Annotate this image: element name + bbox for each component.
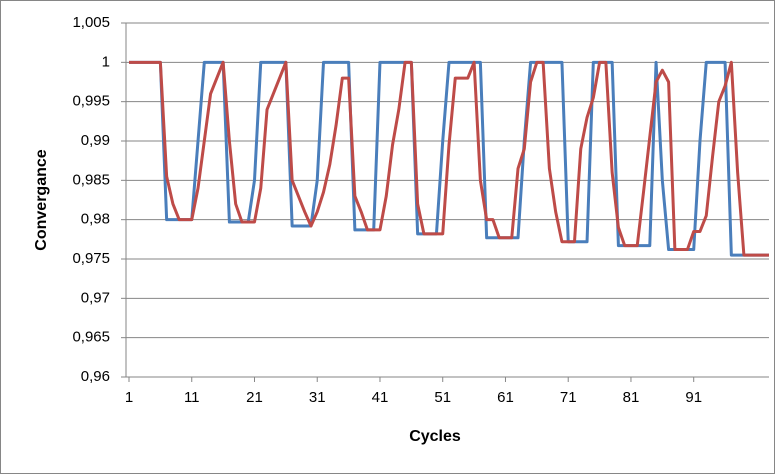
y-tick-label: 0,97 (81, 289, 110, 306)
x-tick-label: 11 (184, 389, 200, 406)
series-line (129, 60, 769, 257)
x-tick-label: 91 (685, 389, 702, 406)
x-tick-label: 71 (560, 389, 577, 406)
y-tick-label: 1,005 (72, 14, 110, 31)
x-tick-label: 61 (497, 389, 514, 406)
y-tick-label: 0,995 (72, 93, 110, 110)
x-tick-label: 21 (246, 389, 263, 406)
y-axis-title: Convergance (33, 149, 50, 250)
y-tick-label: 0,99 (81, 132, 110, 149)
x-tick-label: 31 (309, 389, 326, 406)
x-axis-title: Cycles (409, 428, 461, 445)
x-tick-label: 81 (623, 389, 640, 406)
x-tick-label: 41 (372, 389, 389, 406)
y-tick-label: 0,96 (81, 368, 110, 385)
y-tick-label: 0,965 (72, 329, 110, 346)
x-tick-label: 1 (125, 389, 133, 406)
y-tick-label: 0,985 (72, 171, 110, 188)
y-tick-label: 0,98 (81, 211, 110, 228)
y-tick-label: 0,975 (72, 250, 110, 267)
series-line (129, 60, 769, 257)
y-tick-label: 1 (102, 53, 110, 70)
x-tick-label: 51 (434, 389, 451, 406)
